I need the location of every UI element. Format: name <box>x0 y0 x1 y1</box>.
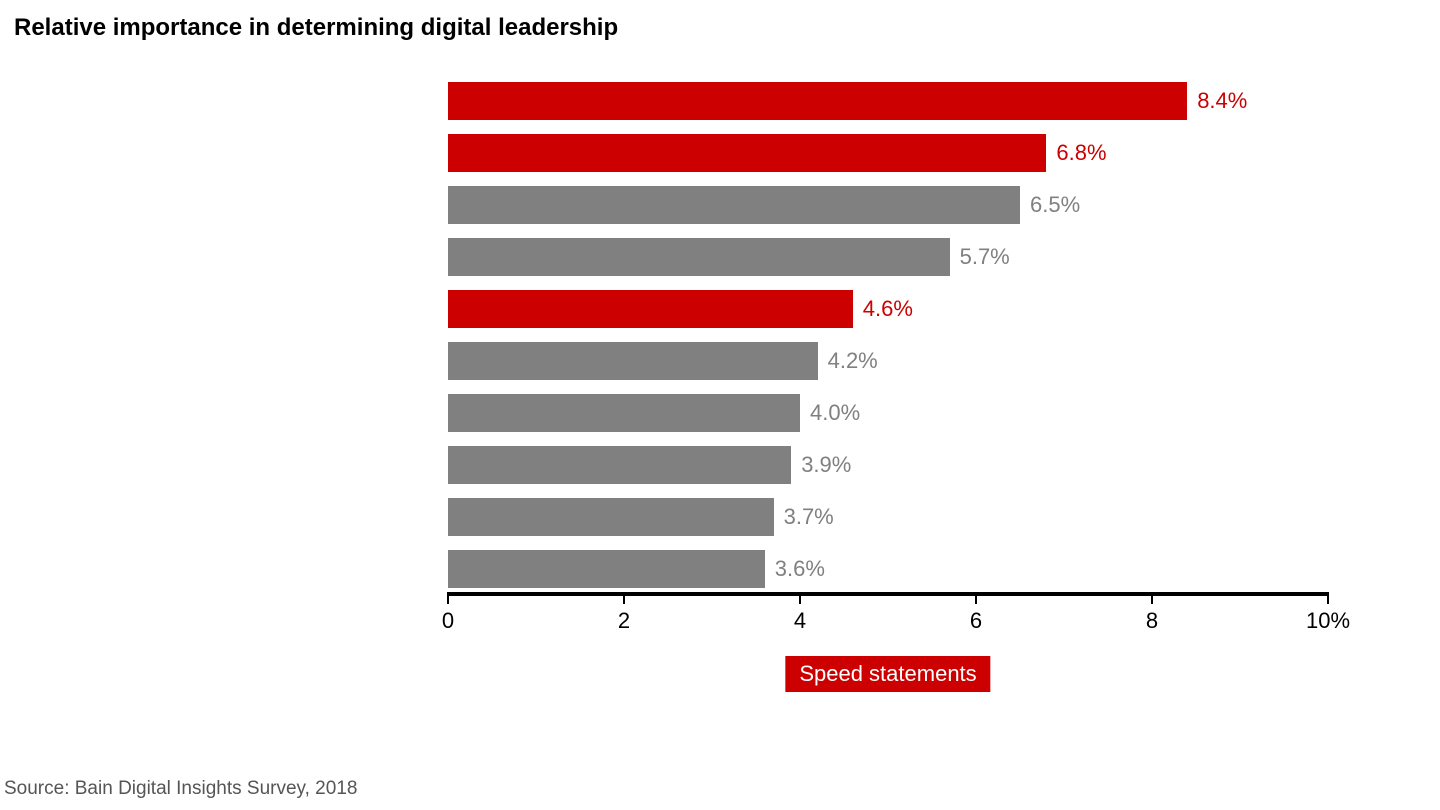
x-axis-tick-label: 8 <box>1146 608 1158 634</box>
legend-speed-statements: Speed statements <box>785 656 990 692</box>
x-axis-tick <box>799 592 801 604</box>
chart-container: Relative importance in determining digit… <box>0 0 1440 810</box>
x-axis-tick-label: 0 <box>442 608 454 634</box>
bar <box>448 446 791 484</box>
bar-value-label: 4.6% <box>863 290 913 328</box>
x-axis-tick-label: 10% <box>1306 608 1350 634</box>
x-axis-tick-label: 6 <box>970 608 982 634</box>
bar <box>448 498 774 536</box>
bar-value-label: 6.8% <box>1056 134 1106 172</box>
source-line: Source: Bain Digital Insights Survey, 20… <box>4 778 357 800</box>
bar-value-label: 5.7% <box>960 238 1010 276</box>
x-axis-tick <box>975 592 977 604</box>
bar <box>448 290 853 328</box>
x-axis-tick <box>1327 592 1329 604</box>
x-axis-tick-label: 4 <box>794 608 806 634</box>
bar <box>448 186 1020 224</box>
x-axis-tick-label: 2 <box>618 608 630 634</box>
x-axis-tick <box>447 592 449 604</box>
bar-value-label: 3.9% <box>801 446 851 484</box>
x-axis-tick <box>1151 592 1153 604</box>
chart-plot-area: Make decisions fast enough8.4%Execute pl… <box>448 82 1328 622</box>
bar-value-label: 4.2% <box>828 342 878 380</box>
bar-value-label: 8.4% <box>1197 82 1247 120</box>
bar <box>448 394 800 432</box>
x-axis-line <box>448 592 1328 596</box>
bar <box>448 550 765 588</box>
bar-value-label: 3.7% <box>784 498 834 536</box>
bar <box>448 342 818 380</box>
x-axis-tick <box>623 592 625 604</box>
bar-value-label: 3.6% <box>775 550 825 588</box>
bar-value-label: 6.5% <box>1030 186 1080 224</box>
bar <box>448 238 950 276</box>
chart-title: Relative importance in determining digit… <box>14 14 618 42</box>
bar-value-label: 4.0% <box>810 394 860 432</box>
bar <box>448 82 1187 120</box>
bar <box>448 134 1046 172</box>
